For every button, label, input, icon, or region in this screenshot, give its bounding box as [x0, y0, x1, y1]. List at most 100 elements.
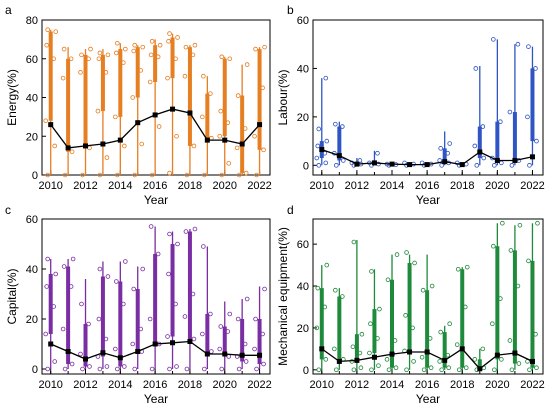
- panel-label: b: [287, 3, 294, 17]
- box: [495, 246, 500, 360]
- data-point: [315, 285, 321, 291]
- data-point: [52, 143, 58, 149]
- panel-mechanical-equipment: d 0 20 40 60 2010 2012 2014 2016 2018 2020 2022 Year…: [276, 203, 545, 406]
- data-point: [86, 321, 91, 327]
- data-point: [437, 359, 442, 364]
- data-point: [253, 316, 258, 322]
- data-point: [534, 138, 539, 144]
- data-point: [113, 114, 118, 120]
- mean-marker: [83, 356, 89, 362]
- data-point: [226, 161, 232, 166]
- data-point: [147, 316, 153, 322]
- mean-marker: [257, 352, 263, 358]
- y-tick-label: 40: [297, 281, 309, 293]
- mean-marker: [65, 349, 71, 354]
- data-point: [184, 172, 190, 178]
- data-point: [262, 44, 267, 50]
- data-point: [403, 313, 408, 318]
- x-tick-label: 2014: [380, 180, 404, 192]
- data-point: [68, 284, 74, 289]
- data-point: [515, 41, 521, 47]
- data-point: [200, 331, 205, 337]
- data-point: [439, 163, 444, 168]
- data-point: [123, 259, 128, 264]
- data-point: [507, 338, 513, 343]
- data-point: [517, 222, 523, 228]
- x-tick-label: 2020: [485, 180, 509, 192]
- data-point: [491, 37, 496, 42]
- data-point: [122, 364, 127, 369]
- data-point: [103, 70, 109, 75]
- mean-marker: [319, 147, 325, 153]
- data-point: [105, 52, 111, 58]
- mean-marker: [48, 122, 54, 128]
- x-tick-label: 2014: [380, 379, 404, 391]
- data-point: [447, 321, 452, 327]
- y-axis-title: Energy(%): [5, 69, 19, 126]
- box: [205, 314, 210, 352]
- mean-marker: [459, 346, 465, 352]
- data-point: [226, 354, 232, 359]
- data-point: [445, 352, 450, 358]
- data-point: [44, 42, 50, 48]
- data-point: [62, 172, 68, 178]
- data-point: [182, 314, 188, 319]
- data-point: [52, 359, 58, 364]
- mean-marker: [354, 357, 360, 363]
- data-point: [242, 126, 248, 131]
- box: [135, 289, 140, 352]
- data-point: [183, 44, 189, 50]
- box: [118, 281, 123, 367]
- x-tick-label: 2012: [73, 379, 97, 391]
- data-point: [184, 366, 190, 372]
- y-tick-label: 20: [297, 112, 309, 124]
- data-point: [315, 143, 321, 149]
- data-point: [253, 46, 258, 52]
- mean-marker: [170, 340, 176, 346]
- box: [495, 121, 500, 163]
- mean-marker: [65, 145, 71, 151]
- y-tick-label: 40: [297, 63, 309, 75]
- data-point: [340, 294, 345, 299]
- x-tick-label: 2016: [143, 379, 167, 391]
- y-tick-label: 0: [303, 365, 309, 377]
- x-axis-title: Year: [144, 392, 168, 406]
- x-tick-label: 2022: [520, 180, 544, 192]
- data-point: [359, 331, 365, 337]
- box: [222, 326, 227, 357]
- data-point: [261, 147, 266, 153]
- data-point: [121, 301, 126, 307]
- data-point: [454, 342, 460, 347]
- mean-marker: [83, 143, 89, 149]
- panel-labour: b 0 20 40 60 2010 2012 2014 2016 2018 2020 2022 Year…: [276, 3, 545, 207]
- box: [66, 58, 71, 152]
- x-tick-label: 2018: [450, 379, 474, 391]
- box: [118, 49, 123, 117]
- data-point: [463, 365, 469, 371]
- box: [372, 309, 377, 354]
- data-point: [324, 138, 330, 144]
- mean-marker: [371, 160, 377, 166]
- data-point: [499, 160, 504, 166]
- y-tick-label: 40: [26, 93, 38, 105]
- data-point: [260, 85, 265, 91]
- x-tick-label: 2020: [213, 180, 237, 192]
- data-point: [429, 283, 435, 289]
- box: [442, 332, 447, 368]
- box: [319, 288, 324, 360]
- data-point: [114, 50, 119, 56]
- data-point: [60, 326, 66, 332]
- data-point: [525, 114, 530, 120]
- mean-marker: [459, 162, 465, 168]
- data-point: [254, 172, 259, 178]
- data-point: [103, 336, 109, 342]
- data-point: [70, 256, 76, 262]
- y-tick-label: 60: [297, 239, 309, 251]
- box: [170, 244, 175, 337]
- x-tick-label: 2016: [143, 180, 167, 192]
- data-point: [165, 75, 170, 81]
- data-point: [156, 124, 162, 129]
- mean-marker: [170, 106, 176, 112]
- data-point: [235, 93, 241, 98]
